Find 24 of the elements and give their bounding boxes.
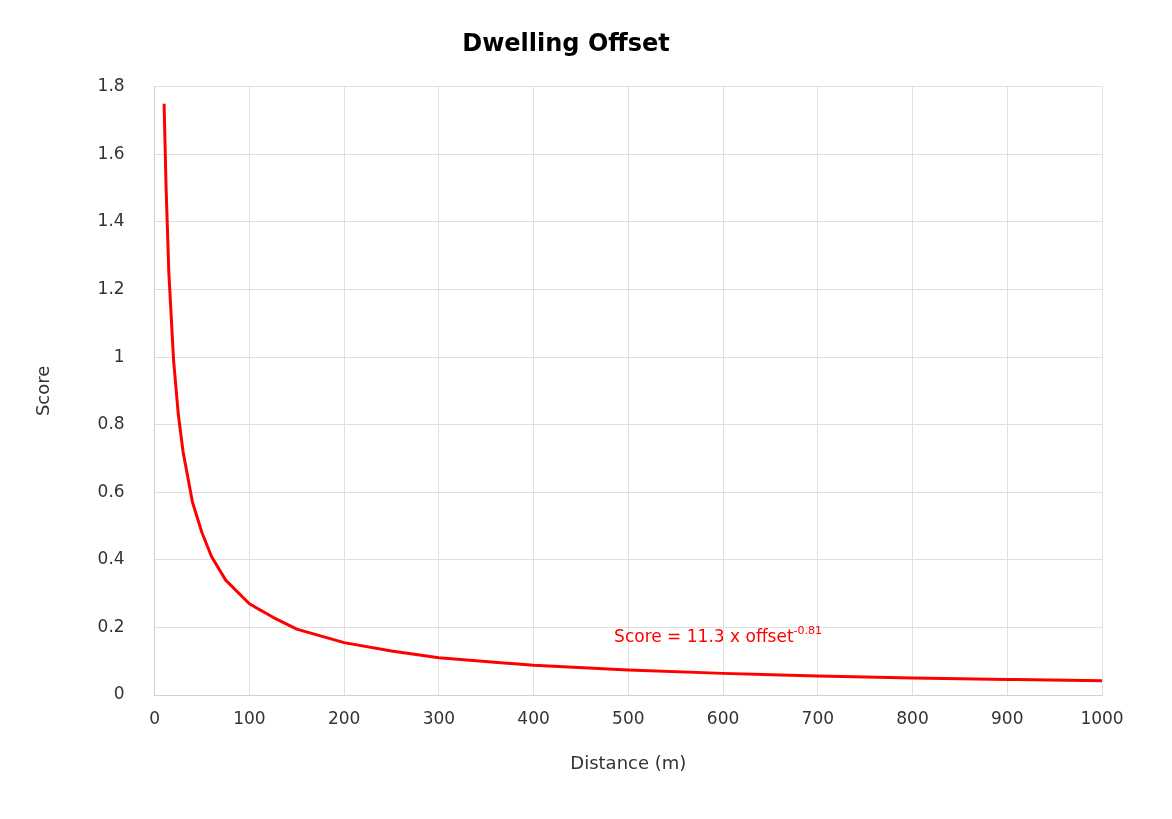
y-tick-label: 1.8	[97, 75, 125, 96]
y-tick-label: 0.2	[97, 615, 125, 636]
y-tick-label: 1.4	[97, 210, 125, 231]
y-tick-label: 1.2	[97, 277, 125, 298]
y-tick-label: 1.6	[97, 142, 125, 163]
x-tick-label: 500	[612, 707, 645, 728]
y-tick-label: 0.6	[97, 480, 125, 501]
chart-title: Dwelling Offset	[462, 28, 670, 57]
y-tick-label: 0	[113, 683, 125, 704]
x-tick-label: 700	[801, 707, 835, 728]
x-tick-label: 900	[991, 707, 1024, 728]
x-tick-label: 600	[706, 707, 740, 728]
y-tick-label: 0.8	[97, 413, 125, 434]
x-tick-label: 0	[149, 707, 161, 728]
x-tick-label: 1000	[1080, 707, 1124, 728]
y-tick-label: 1	[113, 345, 125, 366]
y-axis-title: Score	[32, 365, 54, 417]
x-axis-title: Distance (m)	[570, 751, 687, 773]
x-tick-label: 200	[327, 707, 361, 728]
y-tick-label: 0.4	[97, 548, 125, 569]
x-tick-label: 300	[422, 707, 456, 728]
x-tick-label: 800	[896, 707, 929, 728]
x-tick-label: 400	[517, 707, 550, 728]
x-tick-label: 100	[233, 707, 266, 728]
